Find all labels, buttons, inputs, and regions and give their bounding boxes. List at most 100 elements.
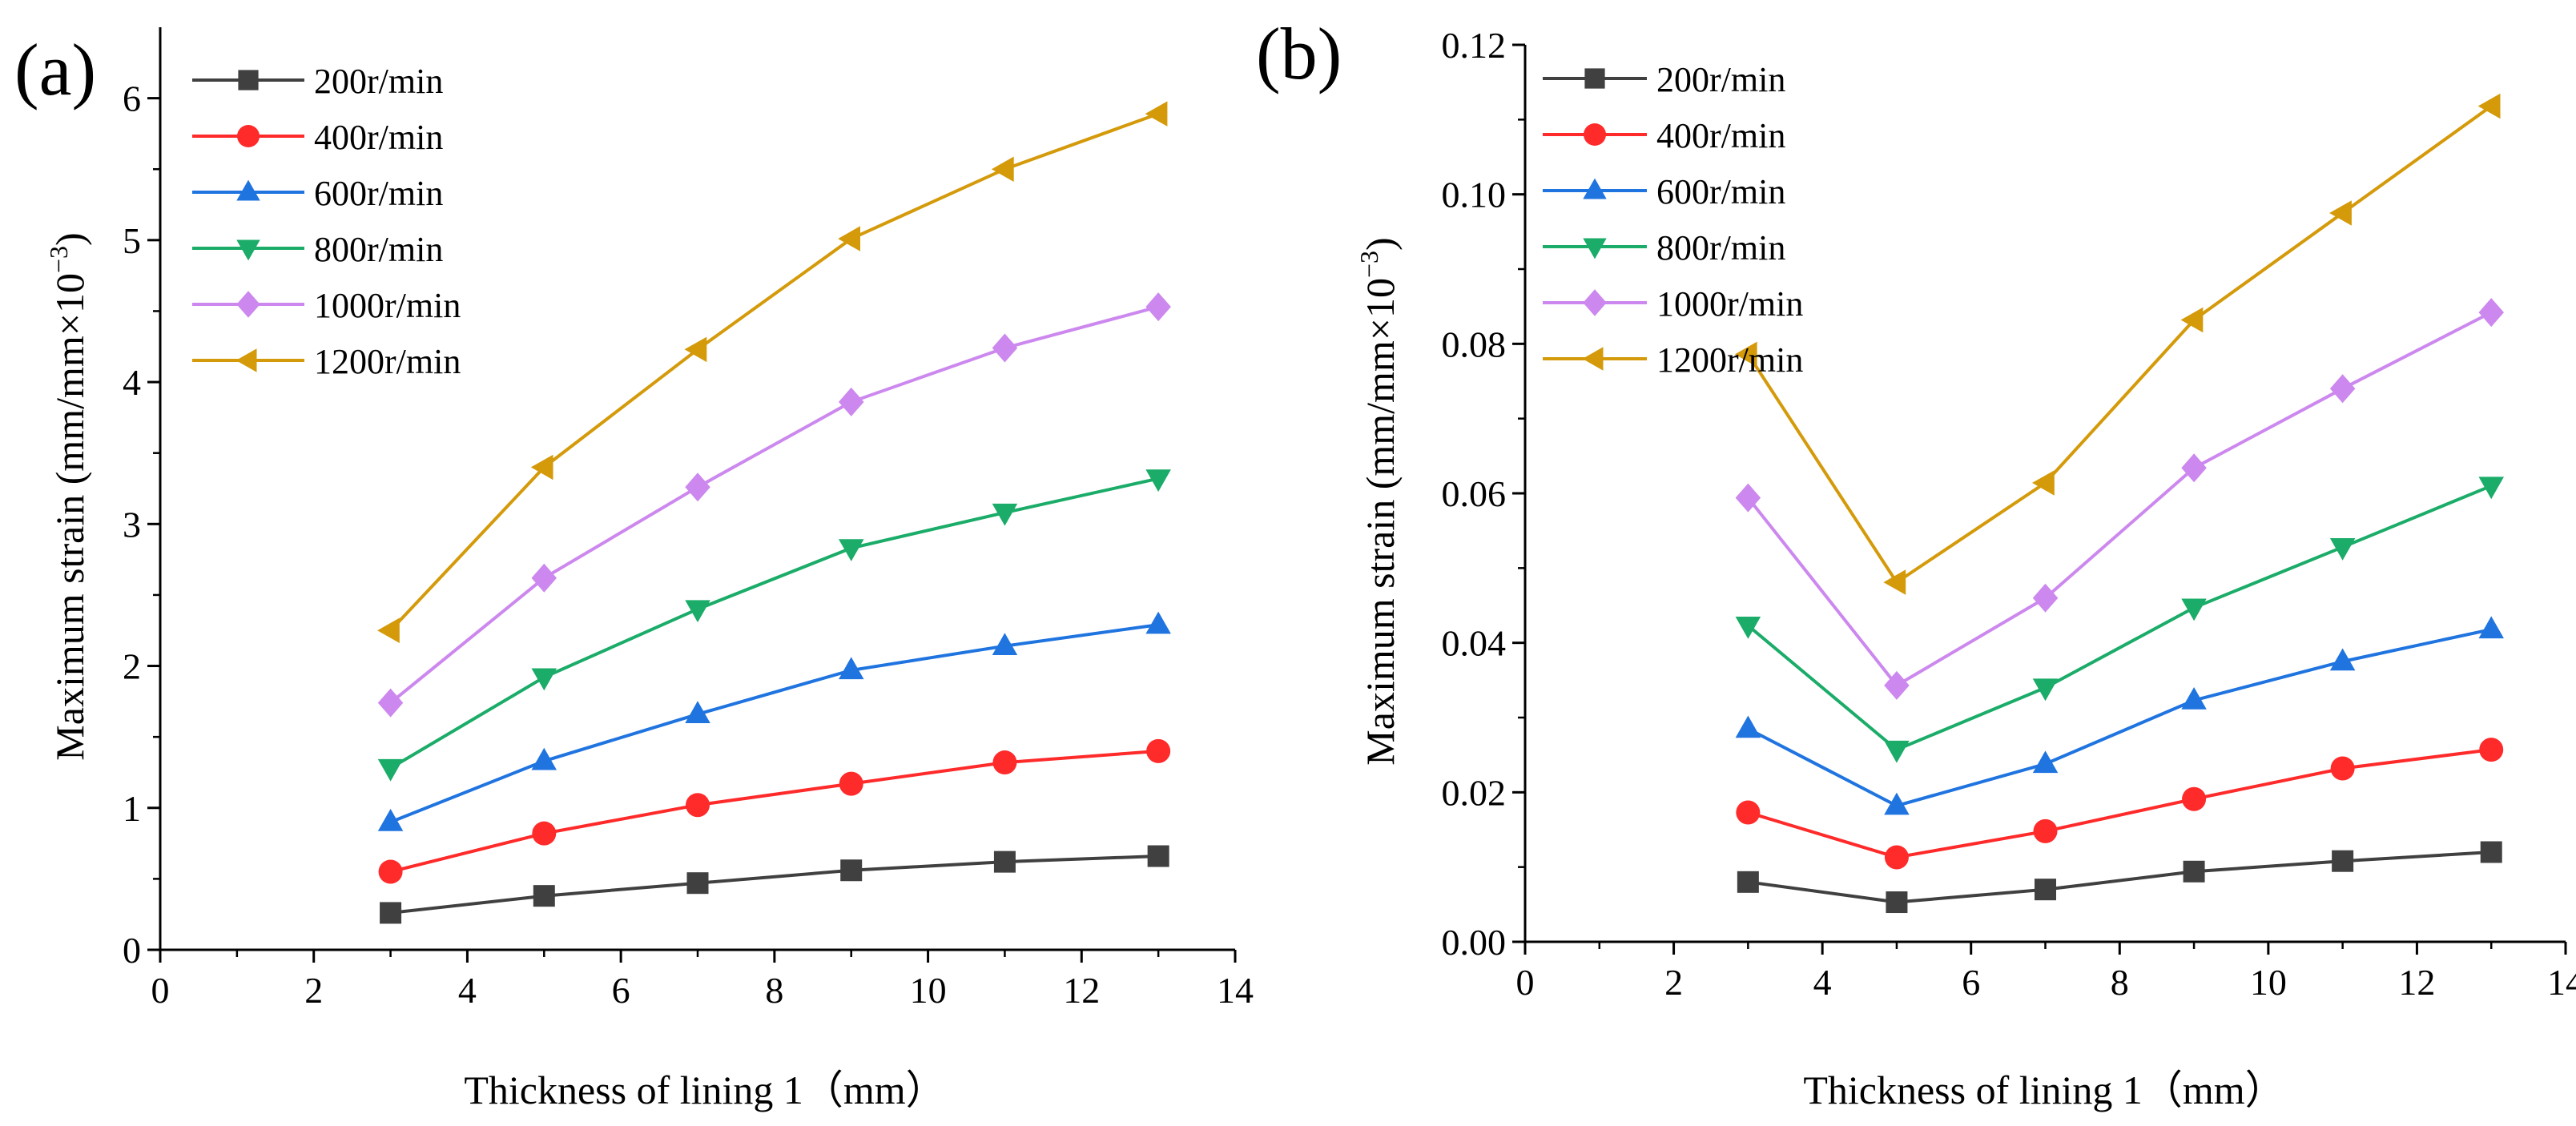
series-line: [1747, 627, 2492, 808]
y-tick-label: 0.04: [1442, 623, 1507, 664]
data-point: [1146, 738, 1171, 763]
y-axis-title-close: ): [1358, 237, 1403, 251]
legend-swatch-marker: [1583, 178, 1607, 199]
legend-swatch-marker: [1584, 68, 1605, 89]
y-tick-label: 0.02: [1442, 772, 1507, 813]
x-tick-label: 12: [2398, 962, 2435, 1003]
legend-item: 200r/min: [1543, 60, 1785, 99]
y-tick-label: 0: [123, 930, 141, 971]
data-point: [992, 333, 1018, 363]
series-1000r/min: [377, 292, 1171, 718]
data-point: [993, 851, 1016, 873]
legend-label: 800r/min: [1656, 228, 1785, 267]
data-point: [533, 885, 555, 907]
legend-item: 800r/min: [1543, 228, 1785, 267]
legend-item: 400r/min: [1543, 116, 1785, 155]
data-point: [1735, 483, 1761, 513]
data-point: [1734, 341, 1757, 368]
series-line: [389, 305, 1159, 705]
legend-item: 1200r/min: [1543, 340, 1803, 380]
data-point: [2032, 470, 2055, 496]
data-point: [2480, 841, 2502, 863]
chart-panel-b: (b) 0 2 4 6 8 10 12 14 0.00 0.02 0.04 0.06 0.08 0.10 0.…: [1256, 13, 2576, 1112]
series-800r/min: [377, 469, 1171, 782]
series-400r/min: [1736, 738, 2504, 870]
data-point: [1737, 871, 1759, 893]
data-point: [377, 617, 400, 643]
data-point: [2329, 374, 2356, 404]
legend-label: 200r/min: [314, 62, 443, 101]
legend-swatch-marker: [1583, 289, 1607, 316]
x-tick-label: 8: [765, 970, 783, 1011]
y-tick-label: 6: [123, 78, 141, 119]
data-point: [1145, 611, 1171, 634]
data-point: [2180, 307, 2204, 333]
legend-swatch-marker: [237, 125, 260, 147]
series-line: [1746, 104, 2493, 585]
data-point: [377, 809, 404, 831]
data-point: [2032, 583, 2059, 613]
legend-item: 200r/min: [192, 62, 443, 101]
series-1000r/min: [1735, 298, 2504, 700]
y-tick-label: 3: [123, 504, 141, 545]
data-point: [2035, 879, 2056, 901]
data-point: [1735, 715, 1761, 738]
panel-label: (a): [14, 29, 96, 111]
y-axis-title: Maximum strain (mm/mm×10−3): [1354, 237, 1403, 765]
legend-item: 600r/min: [192, 174, 443, 213]
data-point: [1145, 469, 1171, 493]
data-point: [2182, 786, 2207, 811]
data-point: [1145, 292, 1171, 322]
data-point: [1884, 740, 1910, 763]
data-point: [378, 859, 403, 884]
x-tick-label: 14: [2547, 962, 2576, 1003]
data-point: [839, 387, 864, 416]
legend-label: 1000r/min: [1656, 284, 1803, 324]
data-point: [2032, 678, 2059, 702]
series-line: [390, 749, 1159, 874]
y-tick-label: 1: [123, 788, 141, 829]
legend-swatch-marker: [236, 239, 260, 261]
series-line: [389, 112, 1159, 632]
data-point: [1145, 101, 1168, 127]
x-tick-label: 2: [304, 970, 323, 1011]
legend-label: 400r/min: [1656, 116, 1785, 155]
series-line: [1747, 484, 2492, 752]
data-point: [839, 771, 863, 796]
legend-label: 400r/min: [314, 118, 443, 157]
data-point: [685, 701, 710, 723]
legend: 200r/min 400r/min 600r/min 800r/min 1000r/mi…: [192, 62, 461, 381]
data-point: [2181, 453, 2207, 483]
legend-label: 800r/min: [314, 230, 443, 269]
y-tick-label: 0.00: [1442, 922, 1507, 963]
y-axis-title-exponent: −3: [1354, 251, 1383, 278]
series-line: [1747, 748, 2492, 859]
data-point: [2479, 738, 2504, 762]
data-point: [685, 473, 710, 502]
series-200r/min: [1737, 841, 2502, 914]
data-point: [377, 758, 404, 782]
y-axis-title-close: ): [47, 232, 92, 246]
legend-swatch-marker: [1584, 123, 1606, 146]
data-point: [2332, 850, 2354, 872]
y-tick-label: 0.08: [1442, 324, 1507, 364]
series-line: [389, 477, 1159, 770]
series-600r/min: [1735, 616, 2504, 815]
series-line: [1748, 851, 2492, 904]
x-tick-label: 0: [1516, 962, 1535, 1003]
x-tick-label: 2: [1664, 962, 1683, 1003]
data-point: [991, 156, 1014, 182]
series-1200r/min: [1734, 93, 2501, 595]
legend-item: 600r/min: [1543, 172, 1785, 211]
series-600r/min: [377, 611, 1171, 831]
series-line: [390, 855, 1159, 915]
data-point: [686, 793, 710, 818]
x-tick-label: 14: [1217, 970, 1254, 1011]
y-axis-title-main: Maximum strain (mm/mm×10: [1358, 278, 1403, 766]
data-point: [2181, 687, 2207, 710]
legend-item: 1200r/min: [192, 342, 461, 381]
data-point: [530, 454, 553, 481]
data-point: [685, 600, 710, 623]
